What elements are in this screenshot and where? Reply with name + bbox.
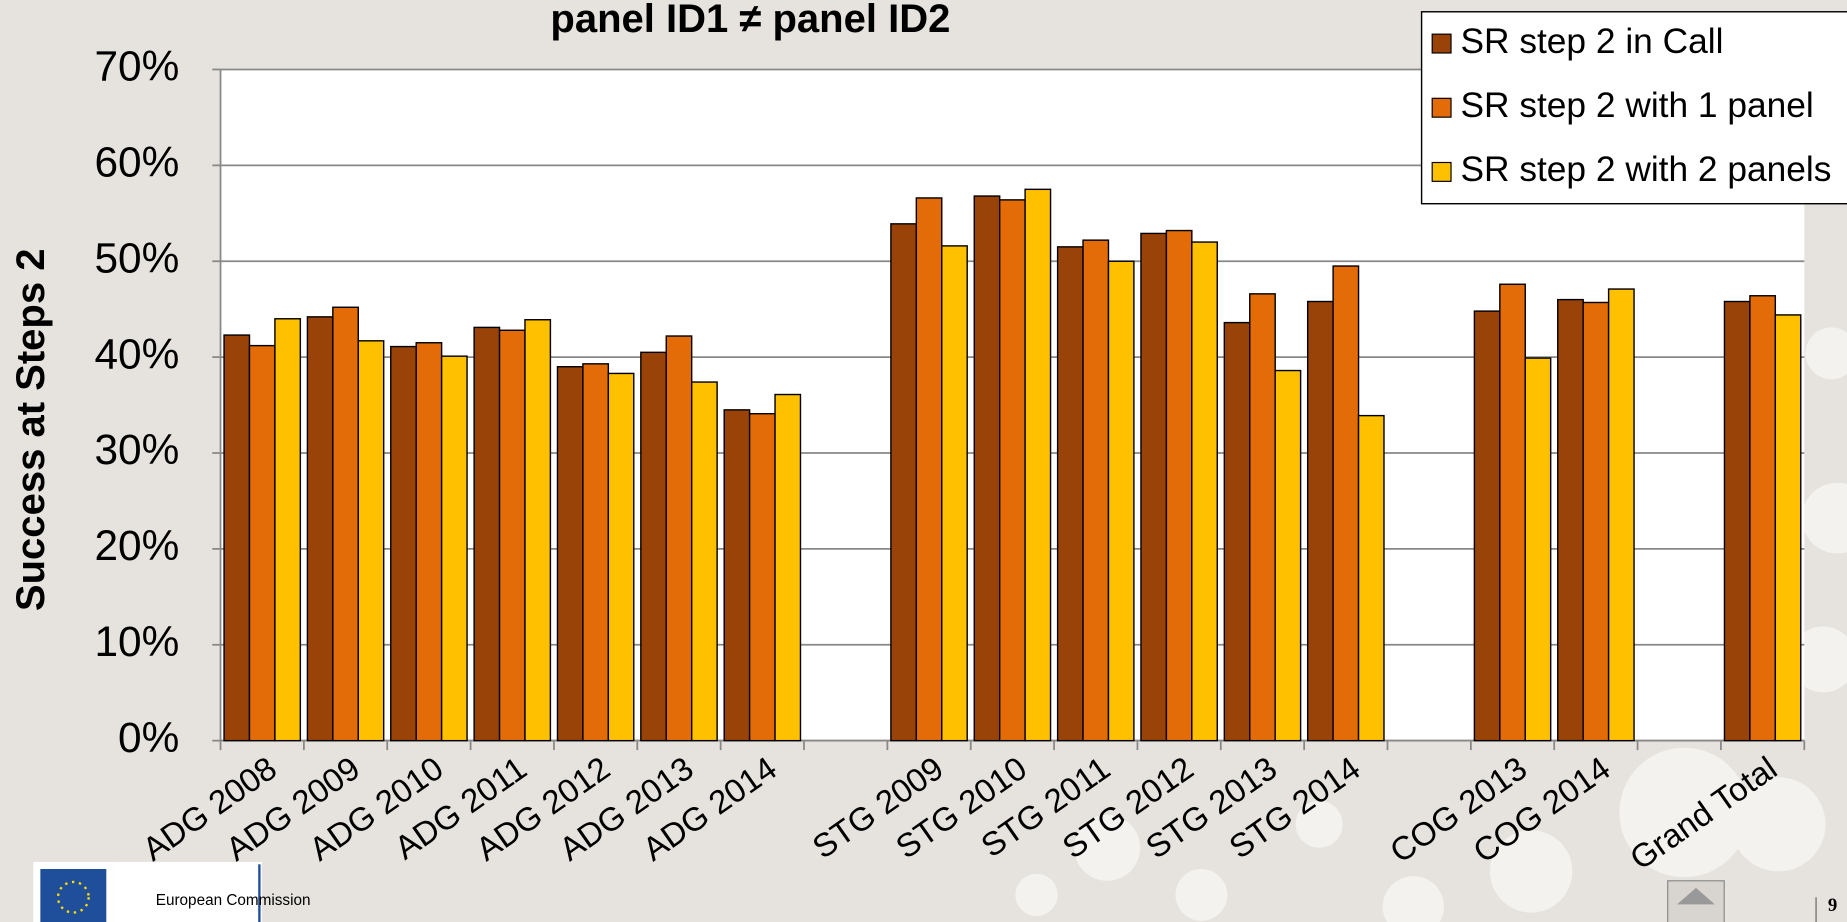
y-tick-label: 10% xyxy=(94,618,179,665)
bar xyxy=(415,342,443,742)
bar xyxy=(1749,295,1777,742)
bar xyxy=(1607,288,1635,742)
legend-label: SR step 2 with 2 panels xyxy=(1460,150,1831,189)
y-tick-label: 60% xyxy=(94,139,179,186)
legend-swatch xyxy=(1431,97,1452,118)
bar xyxy=(1082,239,1110,742)
bar xyxy=(915,197,943,742)
bar xyxy=(1249,293,1276,742)
legend-swatch xyxy=(1431,33,1452,54)
background-decor xyxy=(1015,327,1847,922)
bar xyxy=(1024,188,1052,742)
bar xyxy=(607,372,635,742)
y-tick-label: 40% xyxy=(94,330,179,377)
bar xyxy=(1723,300,1751,742)
bar xyxy=(1332,265,1360,742)
bar xyxy=(665,335,693,742)
bar xyxy=(1524,357,1552,742)
bar xyxy=(723,409,751,742)
bar xyxy=(973,195,1001,742)
bar xyxy=(1165,229,1193,742)
bar xyxy=(332,306,359,742)
bar xyxy=(1774,314,1802,742)
bar xyxy=(1191,241,1218,742)
bar xyxy=(1223,321,1251,742)
logo-text: European Commission xyxy=(156,892,311,909)
y-tick-label: 30% xyxy=(94,426,179,473)
logo: European Commission xyxy=(33,861,311,922)
bar xyxy=(1274,369,1302,742)
bar xyxy=(1107,260,1135,742)
legend-label: SR step 2 in Call xyxy=(1460,22,1723,61)
bar xyxy=(274,318,302,742)
y-axis-label: Success at Steps 2 xyxy=(9,249,53,612)
page-number: 9 xyxy=(1828,895,1837,916)
chart-title: panel ID1 ≠ panel ID2 xyxy=(550,0,950,41)
y-tick-label: 70% xyxy=(94,43,179,90)
bar xyxy=(1306,300,1334,742)
legend-box xyxy=(1420,11,1847,205)
bar xyxy=(248,344,276,742)
bar xyxy=(473,326,501,742)
bar xyxy=(357,340,385,742)
bar xyxy=(748,412,776,742)
bar xyxy=(1357,414,1385,742)
bar xyxy=(998,199,1026,742)
bar xyxy=(524,319,552,742)
bar xyxy=(1499,283,1526,742)
bar xyxy=(1056,246,1084,742)
bar xyxy=(690,381,718,742)
bar xyxy=(1557,298,1584,742)
legend-swatch xyxy=(1431,161,1452,182)
bar xyxy=(1140,232,1168,742)
bar xyxy=(306,316,334,742)
bar xyxy=(890,223,918,742)
bar xyxy=(390,345,417,742)
bar xyxy=(440,355,468,742)
y-tick-label: 20% xyxy=(94,522,179,569)
bar xyxy=(774,393,802,742)
bar xyxy=(556,366,584,742)
legend-label: SR step 2 with 1 panel xyxy=(1460,86,1813,125)
bar xyxy=(582,363,610,742)
home-button[interactable] xyxy=(1667,880,1725,922)
y-tick-label: 50% xyxy=(94,234,179,281)
y-tick-label: 0% xyxy=(118,714,179,761)
bar xyxy=(498,329,526,742)
bar xyxy=(1473,310,1501,742)
bar xyxy=(223,334,251,742)
bar xyxy=(941,245,968,742)
bar xyxy=(640,351,667,742)
bar xyxy=(1582,301,1610,742)
